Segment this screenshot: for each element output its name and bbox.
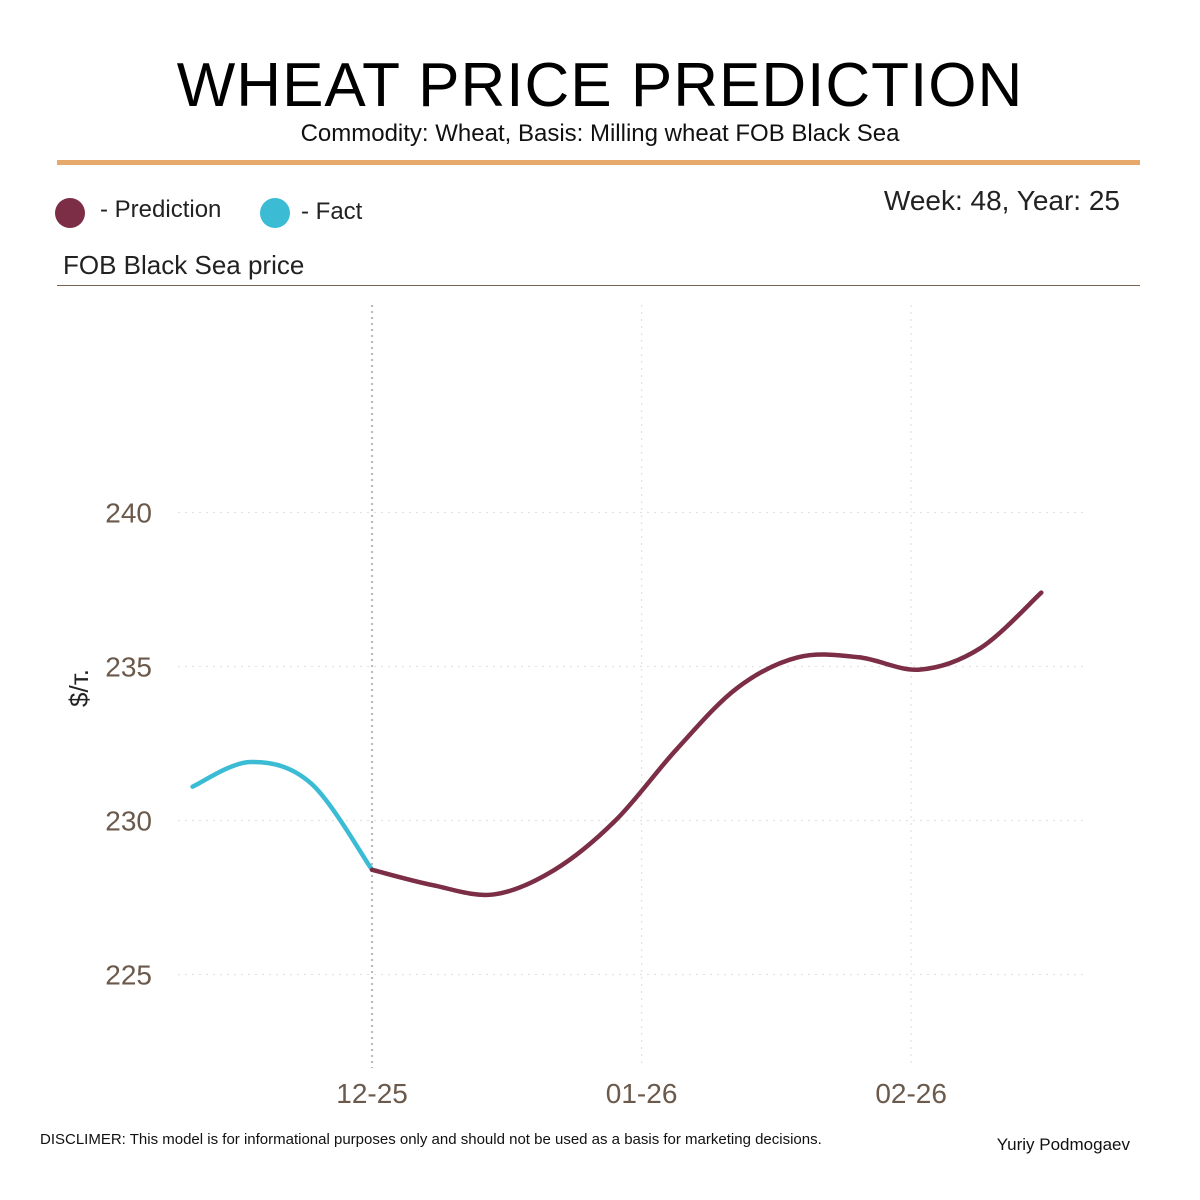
- prediction-legend-dot: [55, 198, 85, 228]
- x-tick-label: 12-25: [336, 1078, 408, 1109]
- y-axis-label: $/т.: [64, 669, 94, 707]
- fact-legend-label: - Fact: [301, 198, 363, 225]
- fact-series-line: [190, 759, 375, 873]
- y-tick-label: 230: [105, 806, 152, 837]
- week-label: Week: 48, Year: 25: [883, 185, 1120, 216]
- accent-divider: [57, 160, 1140, 165]
- disclaimer: DISCLIMER: This model is for information…: [40, 1131, 822, 1148]
- y-tick-label: 225: [105, 960, 152, 991]
- y-tick-label: 235: [105, 652, 152, 683]
- author: Yuriy Podmogaev: [996, 1135, 1130, 1154]
- page-subtitle: Commodity: Wheat, Basis: Milling wheat F…: [300, 120, 900, 147]
- x-tick-label: 02-26: [875, 1078, 947, 1109]
- page-title: WHEAT PRICE PREDICTION: [176, 51, 1024, 120]
- prediction-legend-label: - Prediction: [100, 196, 222, 223]
- x-tick-label: 01-26: [606, 1078, 678, 1109]
- y-tick-label: 240: [105, 498, 152, 529]
- section-divider: [57, 285, 1140, 286]
- fact-legend-dot: [260, 198, 290, 228]
- prediction-series-line: [369, 590, 1044, 898]
- section-title: FOB Black Sea price: [63, 250, 305, 280]
